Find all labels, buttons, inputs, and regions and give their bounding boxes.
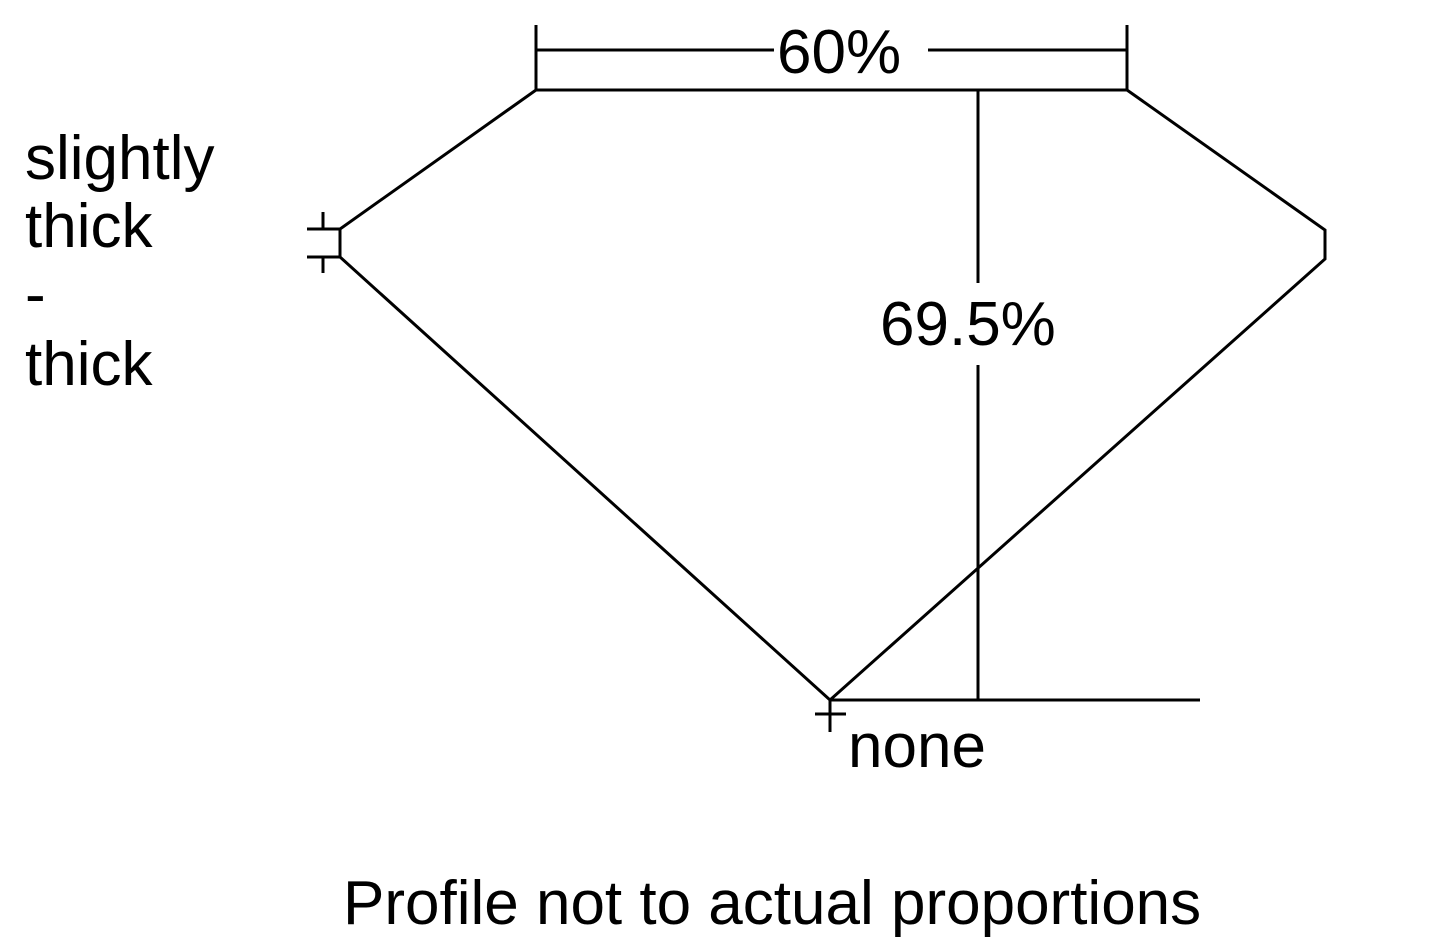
girdle-marker: [307, 212, 340, 273]
girdle-label-line-1: slightly: [25, 124, 215, 193]
girdle-label-line-4: thick: [25, 330, 153, 399]
culet-label: none: [848, 712, 986, 781]
gem-outline: [338, 88, 1327, 703]
girdle-label-line-3: -: [25, 260, 46, 329]
depth-percentage-label: 69.5%: [880, 290, 1056, 359]
depth-dimension-line: [830, 90, 1200, 702]
culet-marker: [815, 700, 846, 732]
girdle-label-line-2: thick: [25, 192, 153, 261]
table-percentage-label: 60%: [777, 18, 902, 87]
proportions-note: Profile not to actual proportions: [343, 869, 1202, 938]
table-dimension-line: [534, 25, 1129, 90]
